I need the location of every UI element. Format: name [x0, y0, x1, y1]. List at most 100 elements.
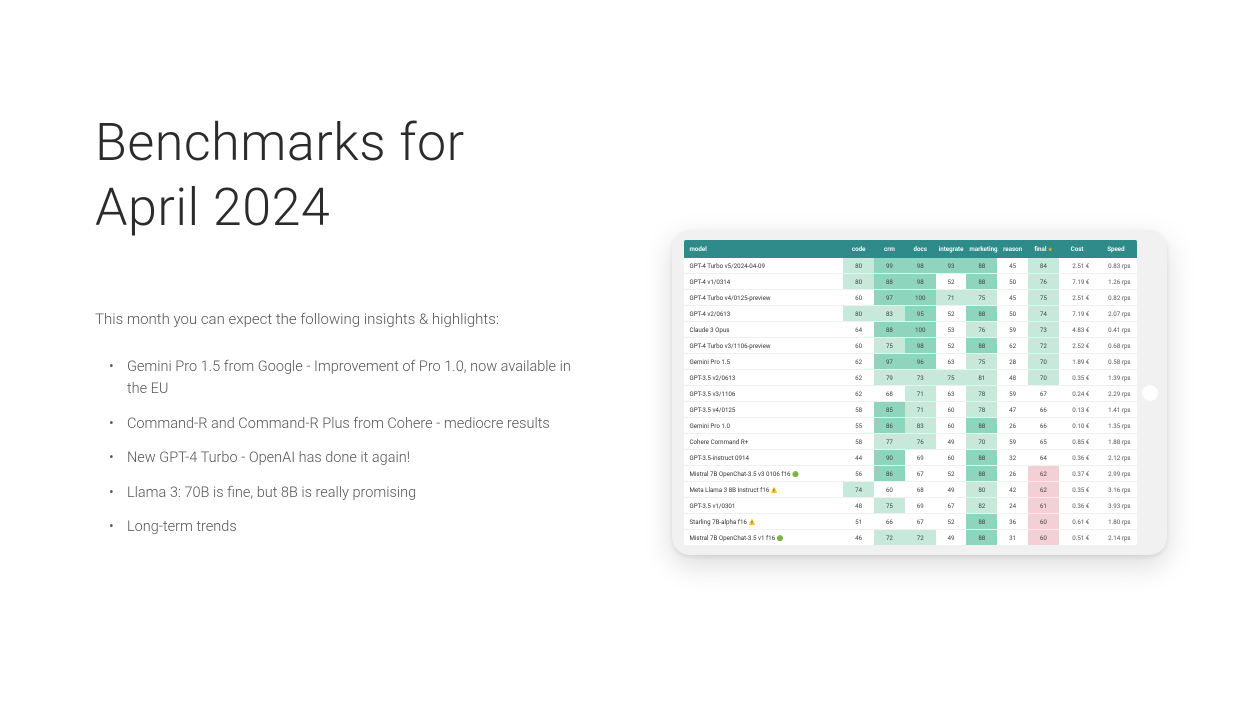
table-cell: 70 [1028, 354, 1059, 370]
table-cell: 62 [843, 354, 874, 370]
table-cell: 50 [997, 274, 1028, 290]
table-cell: 0.36 € [1059, 450, 1096, 466]
table-cell: 80 [843, 306, 874, 322]
left-column: Benchmarks for April 2024 This month you… [0, 0, 617, 706]
table-cell: 74 [843, 482, 874, 498]
table-cell: 76 [1028, 274, 1059, 290]
table-cell: 59 [997, 434, 1028, 450]
table-cell: 66 [1028, 402, 1059, 418]
table-cell: 63 [936, 386, 967, 402]
table-cell: GPT-4 v2/0613 [684, 306, 844, 322]
table-cell: 88 [966, 466, 997, 482]
table-cell: 2.14 rps [1095, 530, 1136, 546]
table-cell: 56 [843, 466, 874, 482]
table-cell: 1.41 rps [1095, 402, 1136, 418]
table-cell: GPT-3.5 v4/0125 [684, 402, 844, 418]
table-cell: 80 [843, 258, 874, 274]
table-cell: 60 [936, 418, 967, 434]
table-cell: 3.16 rps [1095, 482, 1136, 498]
table-cell: 100 [905, 290, 936, 306]
col-crm: crm [874, 240, 905, 258]
table-cell: 51 [843, 514, 874, 530]
highlights-list: Gemini Pro 1.5 from Google - Improvement… [95, 356, 577, 539]
table-row: GPT-4 v2/0613808395528850747.19 €2.07 rp… [684, 306, 1137, 322]
table-cell: 88 [966, 530, 997, 546]
table-cell: 2.99 rps [1095, 466, 1136, 482]
table-row: Gemini Pro 1.0558683608826660.10 €1.35 r… [684, 418, 1137, 434]
table-cell: GPT-4 Turbo v3/1106-preview [684, 338, 844, 354]
table-cell: 100 [905, 322, 936, 338]
table-cell: 2.51 € [1059, 258, 1096, 274]
page-container: Benchmarks for April 2024 This month you… [0, 0, 1233, 706]
table-row: Mistral 7B OpenChat-3.5 v1 f16 🟢46727249… [684, 530, 1137, 546]
benchmark-table: model code crm docs integrate marketing … [684, 240, 1137, 545]
table-cell: 45 [997, 290, 1028, 306]
table-cell: 0.58 rps [1095, 354, 1136, 370]
table-cell: 68 [905, 482, 936, 498]
col-reason: reason [997, 240, 1028, 258]
table-cell: 0.13 € [1059, 402, 1096, 418]
table-cell: 98 [905, 338, 936, 354]
table-cell: 0.41 rps [1095, 322, 1136, 338]
table-cell: 78 [966, 402, 997, 418]
table-cell: 75 [874, 498, 905, 514]
table-cell: 26 [997, 418, 1028, 434]
table-cell: 60 [1028, 514, 1059, 530]
table-cell: 75 [966, 290, 997, 306]
list-item: Command-R and Command-R Plus from Cohere… [123, 413, 577, 435]
table-cell: 52 [936, 466, 967, 482]
table-cell: 55 [843, 418, 874, 434]
table-cell: 77 [874, 434, 905, 450]
table-cell: 67 [905, 514, 936, 530]
table-cell: 0.36 € [1059, 498, 1096, 514]
table-cell: 61 [1028, 498, 1059, 514]
table-cell: 53 [936, 322, 967, 338]
table-row: Claude 3 Opus6488100537659734.83 €0.41 r… [684, 322, 1137, 338]
table-row: GPT-3.5 v3/1106626871637859670.24 €2.29 … [684, 386, 1137, 402]
table-cell: 7.19 € [1059, 274, 1096, 290]
table-cell: 86 [874, 466, 905, 482]
table-cell: 83 [874, 306, 905, 322]
list-item: Gemini Pro 1.5 from Google - Improvement… [123, 356, 577, 401]
table-cell: 88 [966, 514, 997, 530]
table-cell: 62 [843, 370, 874, 386]
table-cell: GPT-4 v1/0314 [684, 274, 844, 290]
col-docs: docs [905, 240, 936, 258]
table-row: GPT-3.5 v1/0301487569678224610.36 €3.93 … [684, 498, 1137, 514]
table-cell: 0.68 rps [1095, 338, 1136, 354]
table-cell: 98 [905, 274, 936, 290]
table-cell: 82 [966, 498, 997, 514]
table-body: GPT-4 Turbo v5/2024-04-09809998938845842… [684, 258, 1137, 545]
table-cell: 0.82 rps [1095, 290, 1136, 306]
table-cell: 49 [936, 482, 967, 498]
table-cell: 60 [1028, 530, 1059, 546]
table-cell: 0.35 € [1059, 482, 1096, 498]
table-cell: 31 [997, 530, 1028, 546]
table-cell: 49 [936, 434, 967, 450]
table-cell: 88 [874, 322, 905, 338]
table-cell: 48 [997, 370, 1028, 386]
table-cell: 63 [936, 354, 967, 370]
table-cell: 60 [843, 290, 874, 306]
table-cell: Cohere Command R+ [684, 434, 844, 450]
heading-line-1: Benchmarks for [95, 112, 465, 173]
table-cell: 66 [1028, 418, 1059, 434]
tablet-frame: model code crm docs integrate marketing … [672, 230, 1167, 555]
table-cell: 70 [1028, 370, 1059, 386]
table-cell: 78 [966, 386, 997, 402]
table-cell: 1.35 rps [1095, 418, 1136, 434]
list-item: New GPT-4 Turbo - OpenAI has done it aga… [123, 447, 577, 469]
table-cell: 72 [1028, 338, 1059, 354]
table-cell: 99 [874, 258, 905, 274]
table-cell: 73 [1028, 322, 1059, 338]
table-cell: 66 [874, 514, 905, 530]
table-cell: 60 [874, 482, 905, 498]
table-header: model code crm docs integrate marketing … [684, 240, 1137, 258]
table-cell: 50 [997, 306, 1028, 322]
col-speed: Speed [1095, 240, 1136, 258]
table-cell: 74 [1028, 306, 1059, 322]
table-cell: 60 [936, 402, 967, 418]
table-row: GPT-4 Turbo v5/2024-04-09809998938845842… [684, 258, 1137, 274]
table-cell: 80 [966, 482, 997, 498]
col-marketing: marketing [966, 240, 997, 258]
